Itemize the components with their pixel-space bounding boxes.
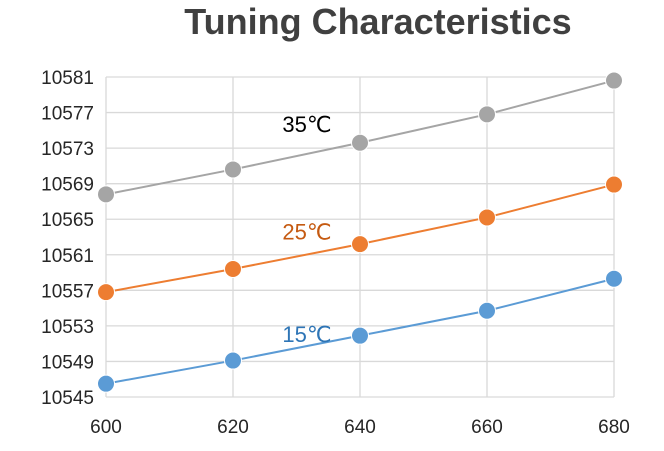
data-point <box>351 133 369 152</box>
y-tick-label: 10577 <box>41 104 94 125</box>
y-tick-label: 10581 <box>41 68 94 89</box>
y-tick-label: 10549 <box>41 352 94 373</box>
series-label: 25℃ <box>282 219 331 244</box>
y-tick-label: 10569 <box>41 175 94 196</box>
data-point <box>478 208 496 227</box>
series-group <box>97 71 623 393</box>
y-tick-label: 10545 <box>41 388 94 409</box>
series-1 <box>97 175 623 302</box>
y-tick-label: 10553 <box>41 317 94 338</box>
data-point <box>605 71 623 90</box>
data-point <box>351 326 369 345</box>
x-tick-label: 640 <box>344 417 376 438</box>
x-tick-label: 660 <box>471 417 503 438</box>
data-point <box>97 185 115 204</box>
series-2 <box>97 269 623 393</box>
data-point <box>605 269 623 288</box>
data-point <box>97 283 115 302</box>
data-point <box>605 175 623 194</box>
y-tick-label: 10561 <box>41 246 94 267</box>
data-point <box>351 235 369 254</box>
y-tick-label: 10565 <box>41 210 94 231</box>
series-labels: 35℃ 25℃ 15℃ <box>282 112 331 347</box>
x-tick-label: 600 <box>90 417 122 438</box>
x-tick-label: 620 <box>217 417 249 438</box>
data-point <box>97 374 115 393</box>
series-label: 15℃ <box>282 322 331 347</box>
series-0 <box>97 71 623 204</box>
y-axis-ticks: 10545 10549 10553 10557 10561 10565 10569 10573… <box>41 68 94 409</box>
series-label: 35℃ <box>282 112 331 137</box>
data-point <box>224 351 242 370</box>
x-tick-label: 680 <box>598 417 630 438</box>
x-axis-ticks: 600 620 640 660 680 <box>90 417 630 438</box>
data-point <box>478 105 496 124</box>
y-tick-label: 10557 <box>41 281 94 302</box>
data-point <box>224 260 242 278</box>
chart-title: Tuning Characteristics <box>184 1 571 42</box>
data-point <box>224 160 242 179</box>
data-point <box>478 301 496 320</box>
y-tick-label: 10573 <box>41 139 94 160</box>
